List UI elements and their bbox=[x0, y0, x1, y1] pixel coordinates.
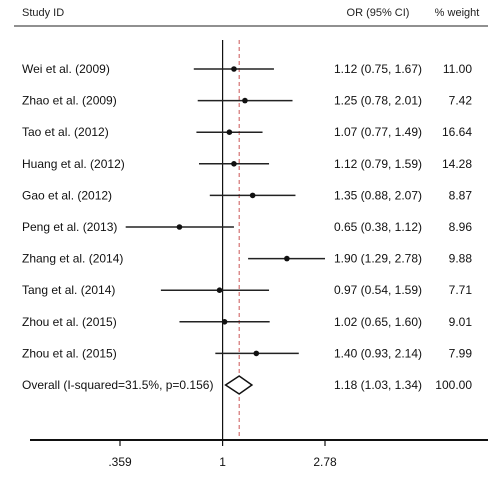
study-label: Tang et al. (2014) bbox=[22, 283, 115, 297]
weight-text: 7.71 bbox=[449, 283, 473, 297]
point-estimate bbox=[242, 97, 248, 104]
study-label: Peng et al. (2013) bbox=[22, 220, 117, 234]
overall-diamond bbox=[224, 375, 254, 395]
header-weight: % weight bbox=[435, 7, 480, 19]
study-label: Wei et al. (2009) bbox=[22, 62, 110, 76]
ci-text: 1.07 (0.77, 1.49) bbox=[334, 125, 422, 139]
weight-text: 7.42 bbox=[449, 94, 473, 108]
point-estimate bbox=[221, 319, 228, 325]
overall-label: Overall (I-squared=31.5%, p=0.156) bbox=[22, 378, 213, 392]
point-estimate bbox=[284, 255, 290, 262]
ci-text: 1.35 (0.88, 2.07) bbox=[334, 188, 422, 202]
study-label: Huang et al. (2012) bbox=[22, 157, 125, 171]
weight-text: 11.00 bbox=[443, 62, 472, 76]
x-axis-ticks: .359 1 2.78 bbox=[108, 440, 337, 469]
point-estimate bbox=[253, 350, 260, 357]
weight-text: 8.96 bbox=[449, 220, 473, 234]
x-tick-label: .359 bbox=[108, 455, 132, 469]
weight-text: 8.87 bbox=[449, 188, 473, 202]
x-tick-label: 2.78 bbox=[313, 455, 337, 469]
study-label: Gao et al. (2012) bbox=[22, 188, 112, 202]
point-estimate bbox=[216, 287, 223, 294]
weight-text: 7.99 bbox=[449, 346, 473, 360]
study-label: Zhang et al. (2014) bbox=[22, 252, 123, 266]
weight-text: 14.28 bbox=[442, 157, 472, 171]
study-label: Tao et al. (2012) bbox=[22, 125, 109, 139]
weight-text: 9.88 bbox=[449, 252, 473, 266]
study-label: Zhou et al. (2015) bbox=[22, 346, 117, 360]
ci-text: 1.40 (0.93, 2.14) bbox=[334, 346, 422, 360]
study-label: Zhao et al. (2009) bbox=[22, 94, 117, 108]
point-estimate bbox=[231, 161, 237, 167]
ci-text: 1.25 (0.78, 2.01) bbox=[334, 94, 422, 108]
plot-marks: Wei et al. (2009) 1.12 (0.75, 1.67) 11.00 Z… bbox=[22, 40, 472, 440]
ci-text: 0.65 (0.38, 1.12) bbox=[334, 220, 422, 234]
point-estimate bbox=[231, 66, 237, 72]
study-label: Zhou et al. (2015) bbox=[22, 315, 117, 329]
ci-text: 1.90 (1.29, 2.78) bbox=[334, 252, 422, 266]
ci-text: 1.12 (0.75, 1.67) bbox=[334, 62, 422, 76]
ci-text: 0.97 (0.54, 1.59) bbox=[334, 283, 422, 297]
point-estimate bbox=[226, 129, 233, 135]
ci-text: 1.02 (0.65, 1.60) bbox=[334, 315, 422, 329]
point-estimate bbox=[176, 224, 183, 230]
weight-text: 9.01 bbox=[449, 315, 473, 329]
header-estimate: OR (95% CI) bbox=[347, 7, 410, 19]
weight-text: 16.64 bbox=[442, 125, 472, 139]
overall-weight-text: 100.00 bbox=[435, 378, 472, 392]
header-study: Study ID bbox=[22, 7, 64, 19]
ci-text: 1.12 (0.79, 1.59) bbox=[334, 157, 422, 171]
overall-ci-text: 1.18 (1.03, 1.34) bbox=[334, 378, 422, 392]
x-tick-label: 1 bbox=[219, 455, 226, 469]
point-estimate bbox=[249, 192, 256, 199]
